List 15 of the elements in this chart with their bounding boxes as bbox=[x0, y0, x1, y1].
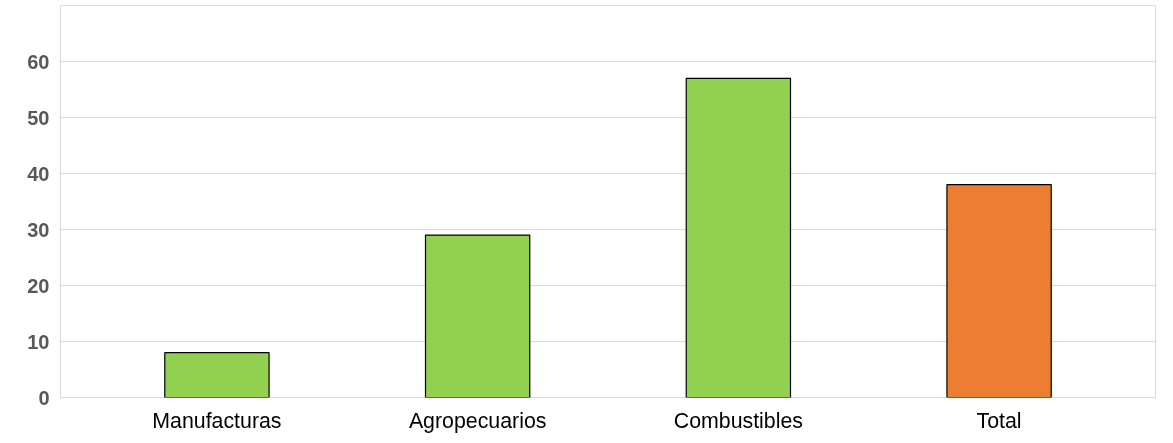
x-tick-label: Agropecuarios bbox=[408, 408, 547, 433]
bar bbox=[424, 234, 531, 398]
y-tick-label: 0 bbox=[38, 386, 50, 409]
bar bbox=[685, 77, 792, 398]
y-tick-label: 40 bbox=[27, 162, 50, 185]
x-tick-label: Combustibles bbox=[673, 408, 803, 433]
y-tick-label: 10 bbox=[27, 330, 50, 353]
bar bbox=[164, 352, 270, 398]
y-tick-label: 30 bbox=[27, 218, 50, 241]
y-tick-label: 50 bbox=[27, 106, 50, 129]
y-tick-label: 60 bbox=[27, 50, 50, 73]
y-tick-label: 20 bbox=[27, 274, 50, 297]
x-tick-label: Total bbox=[976, 408, 1022, 433]
bar bbox=[946, 184, 1052, 398]
x-tick-label: Manufacturas bbox=[152, 408, 282, 433]
